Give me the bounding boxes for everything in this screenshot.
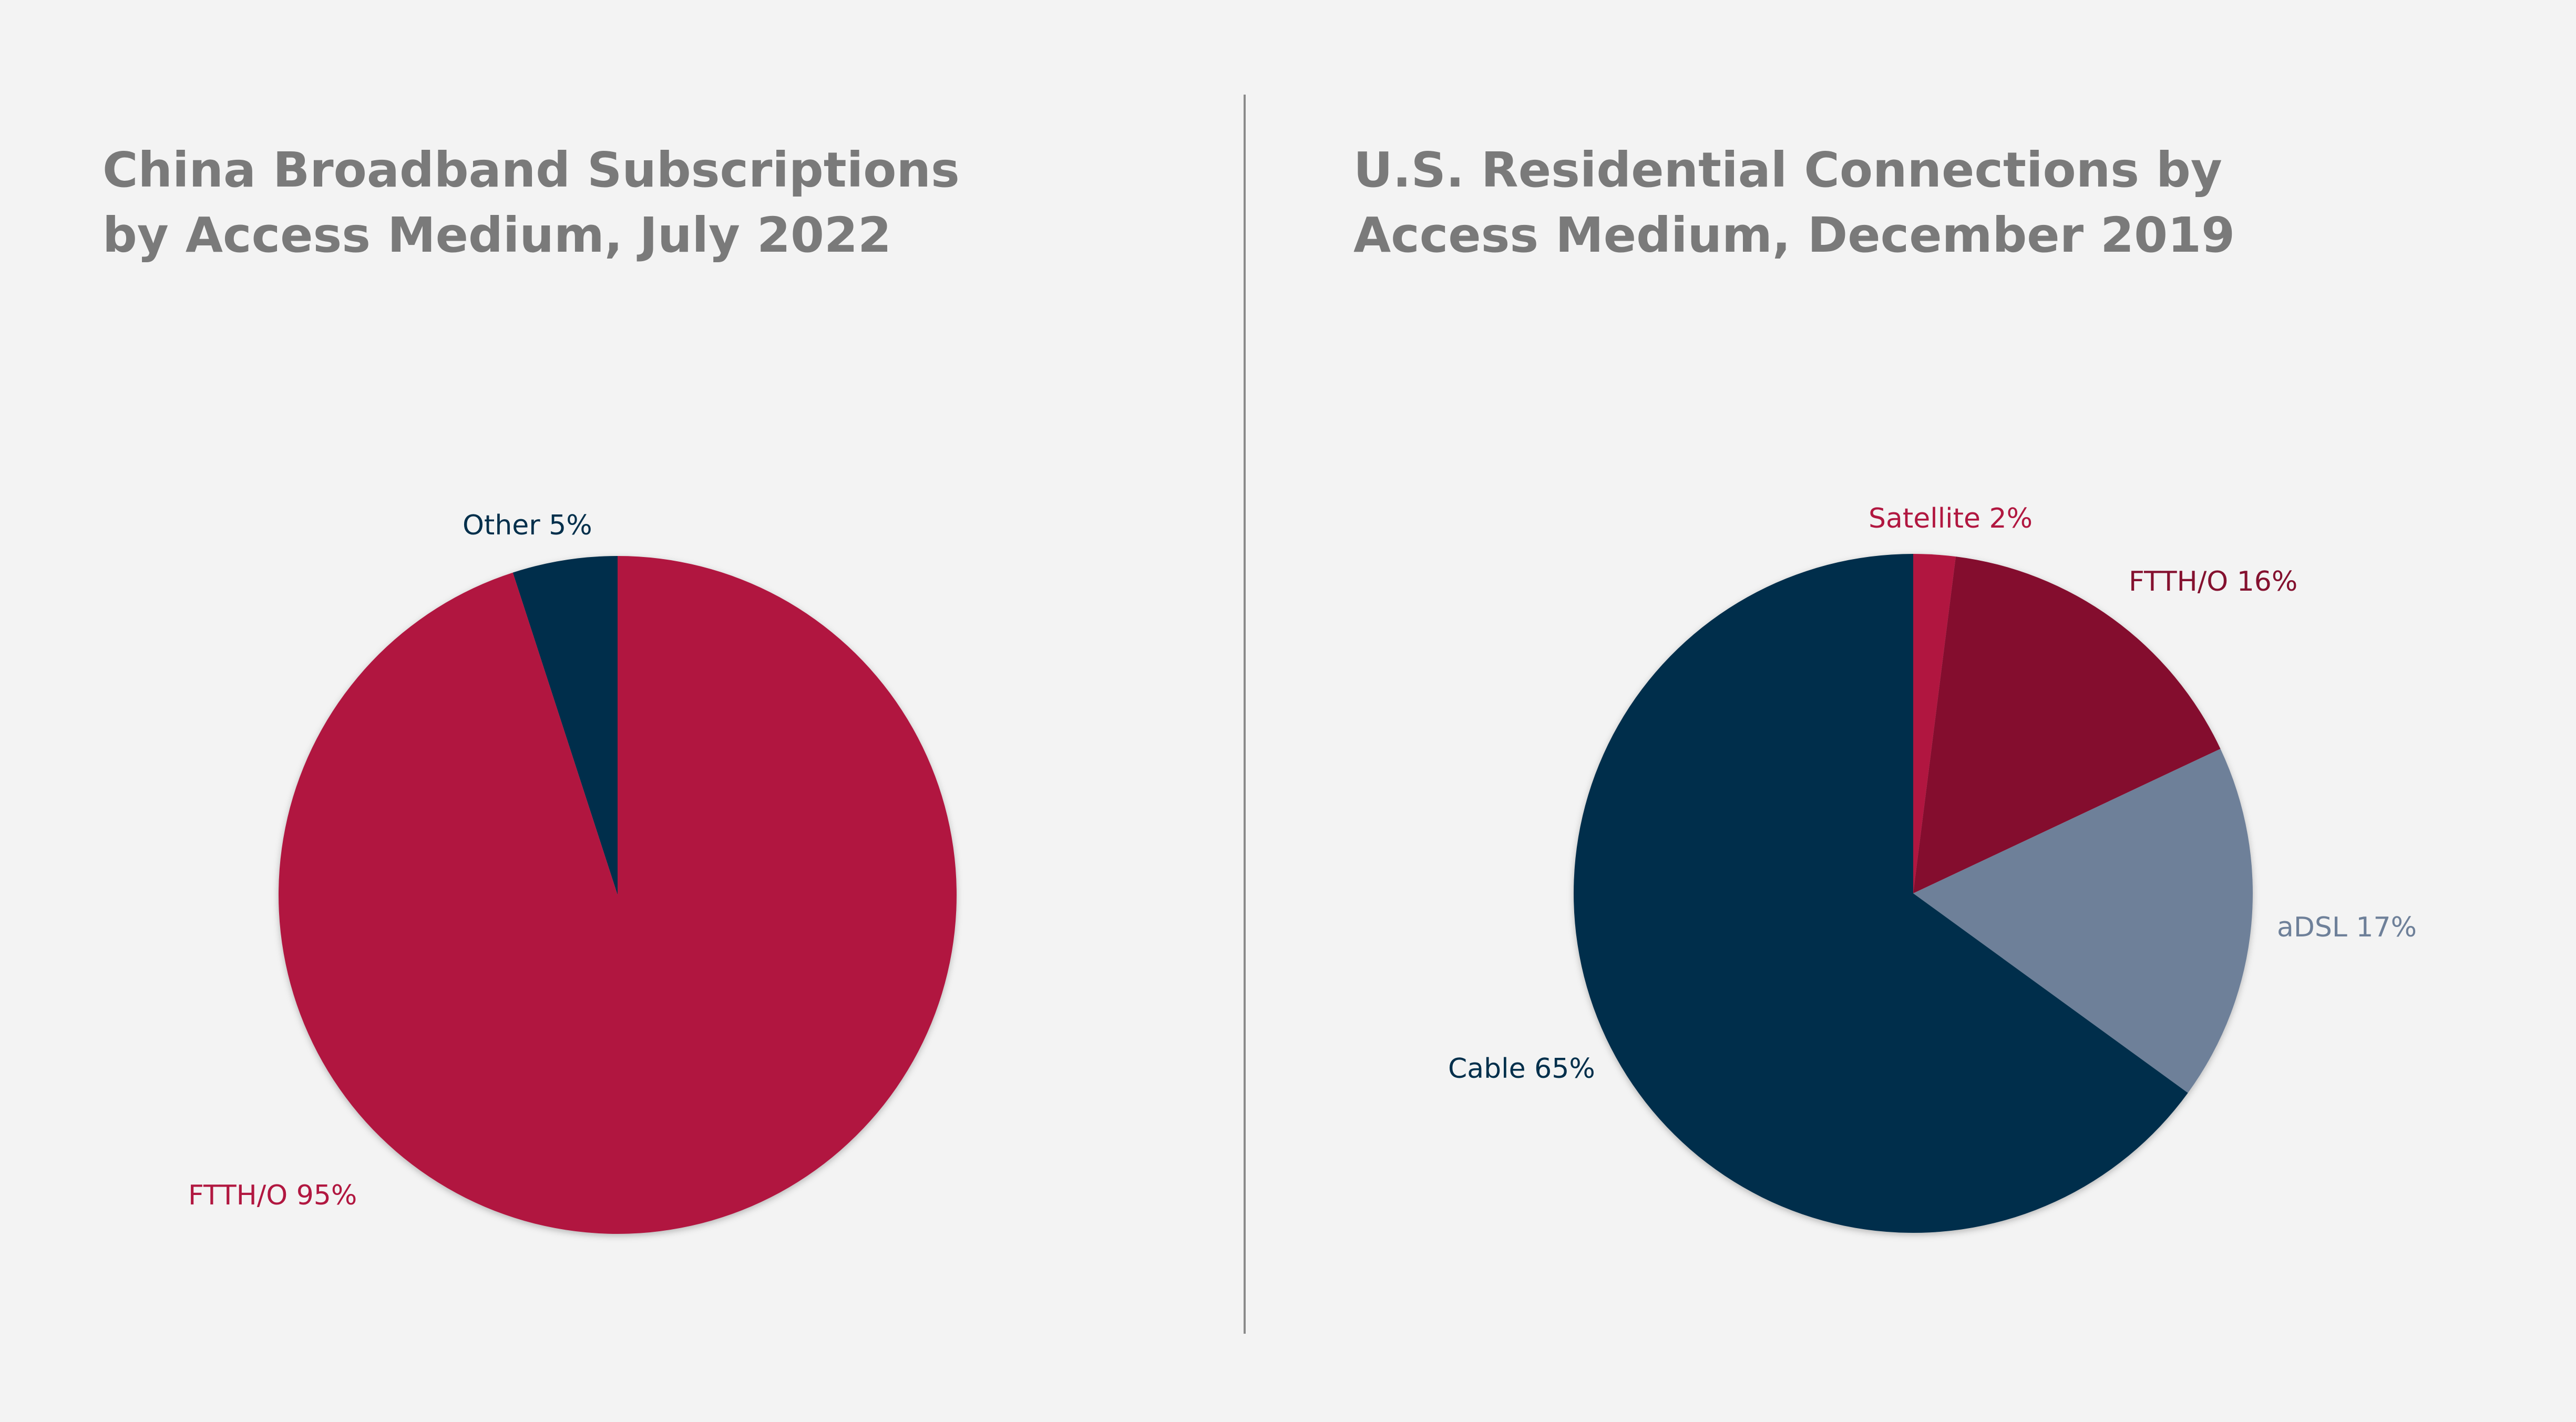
us-chart-title: U.S. Residential Connections by Access M… — [1353, 142, 2235, 263]
us-chart-panel: U.S. Residential Connections by Access M… — [1246, 0, 2576, 1422]
panel-divider — [1244, 95, 1246, 1334]
slice-label-satellite: Satellite 2% — [1869, 503, 2033, 534]
pie-slice-ftth-o — [279, 556, 957, 1234]
pie-slice-adsl — [1913, 748, 2253, 1093]
pie-slice-cable — [1573, 554, 2188, 1233]
china-pie-chart: Other 5% FTTH/O 95% — [188, 510, 957, 1234]
slice-label-ftth-o: FTTH/O 16% — [2129, 566, 2297, 597]
slice-label-ftth-o: FTTH/O 95% — [188, 1180, 357, 1211]
us-pie-chart: Satellite 2% FTTH/O 16% aDSL 17% Cable 65% — [1448, 503, 2417, 1233]
china-chart-title: China Broadband Subscriptions by Access … — [102, 142, 960, 263]
pie-slice-other — [512, 556, 618, 895]
slice-label-adsl: aDSL 17% — [2277, 912, 2417, 943]
pie-slices — [279, 556, 957, 1234]
slice-label-cable: Cable 65% — [1448, 1053, 1595, 1085]
pie-slice-ftth-o — [1913, 557, 2221, 893]
pie-slice-satellite — [1913, 554, 1956, 893]
pie-slices — [1573, 554, 2253, 1233]
slice-label-other: Other 5% — [463, 510, 592, 541]
china-chart-panel: China Broadband Subscriptions by Access … — [0, 0, 1244, 1422]
